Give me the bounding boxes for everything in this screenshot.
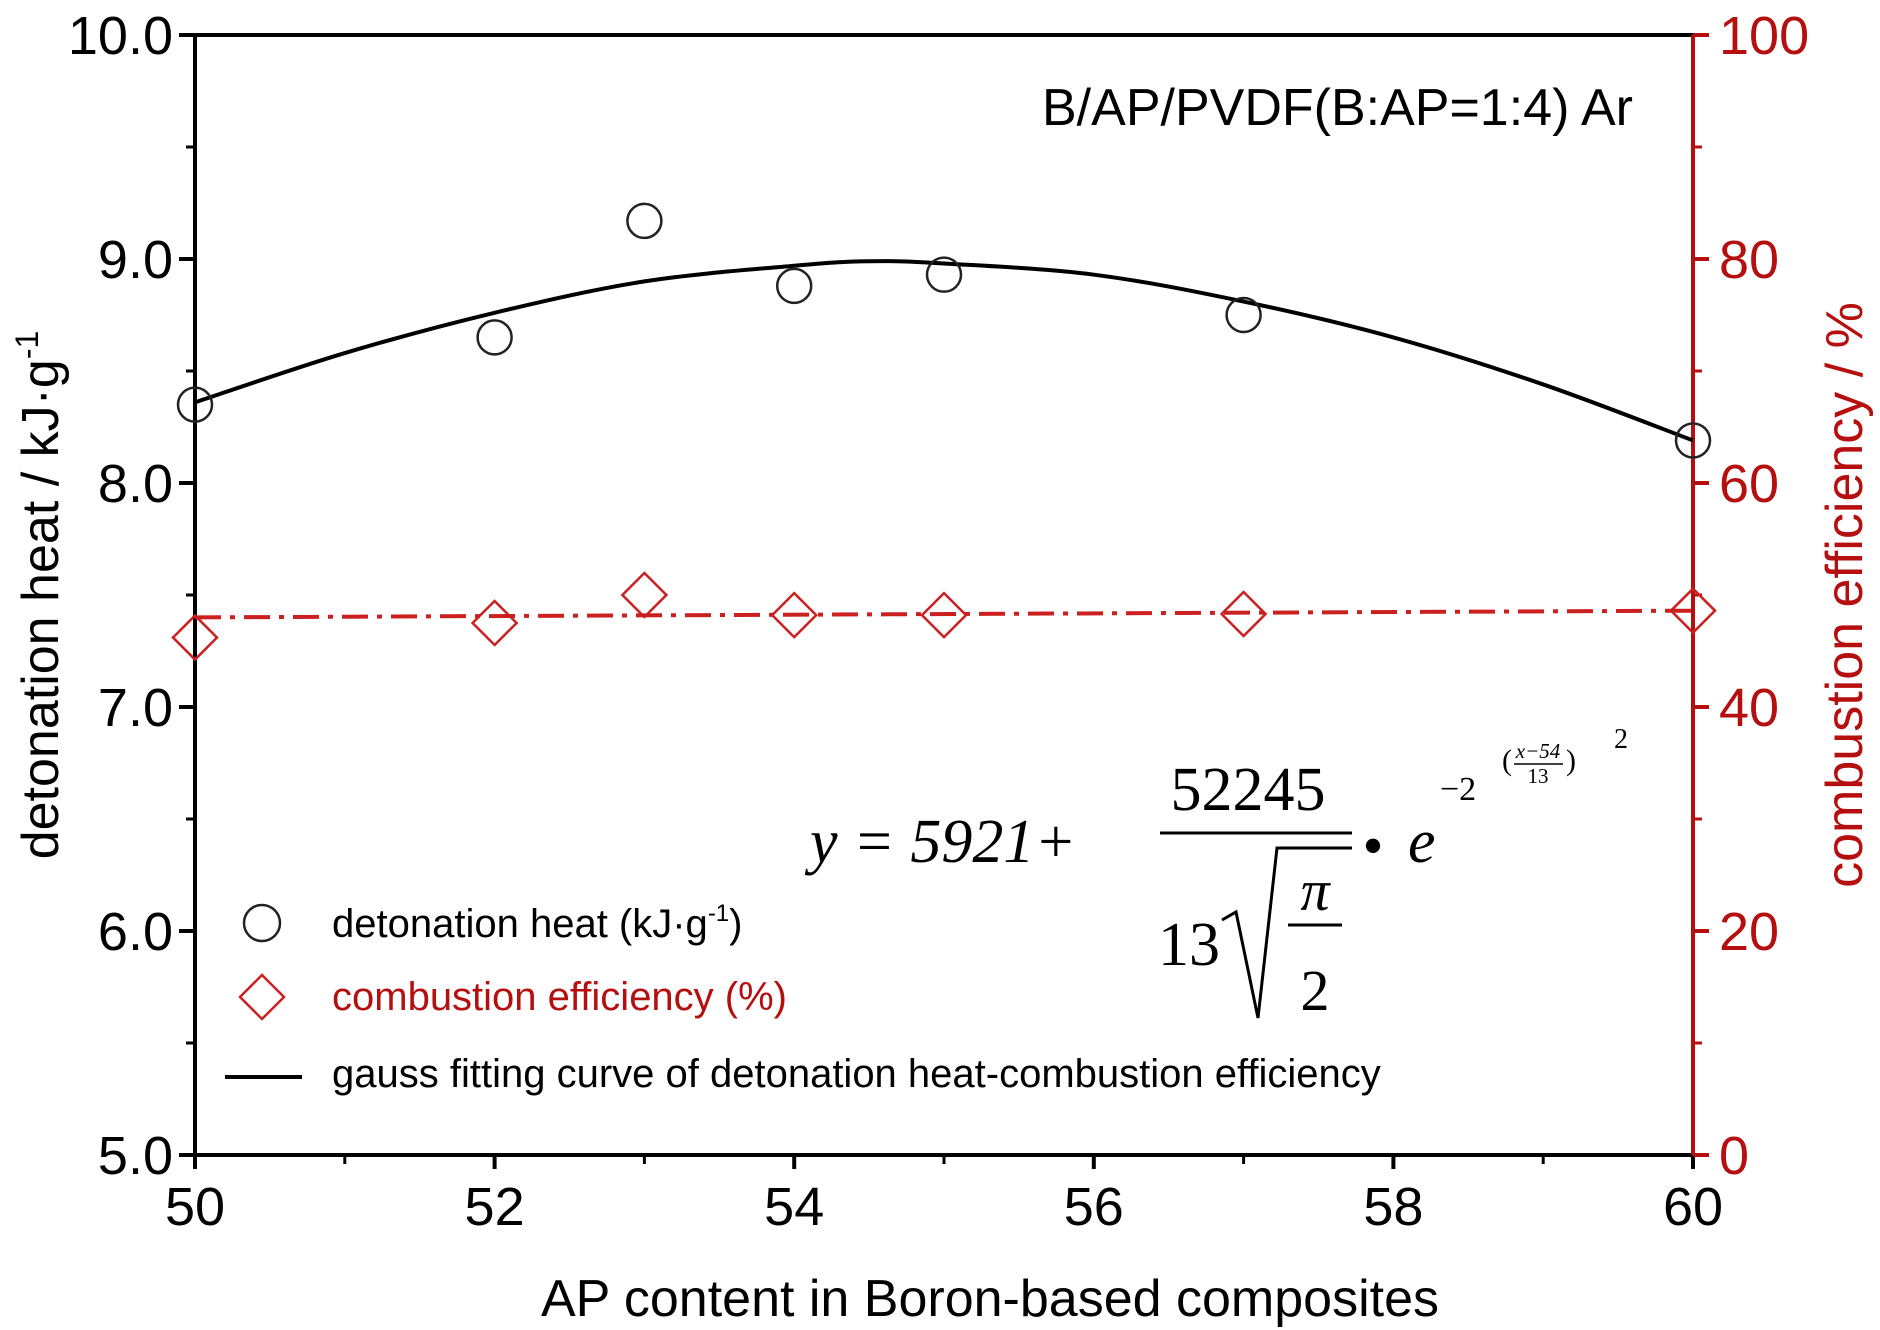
y-left-tick-label: 9.0 (98, 230, 173, 290)
tick-labels: 50 52 54 56 58 60 5.0 6.0 7.0 8.0 9.0 10.0 0 20 40 60 80… (68, 6, 1809, 1237)
data-marks (171, 202, 1717, 662)
combustion-efficiency-point (620, 571, 669, 619)
y-left-tick-label: 8.0 (98, 454, 173, 514)
y-right-tick-label: 40 (1719, 678, 1779, 738)
x-axis-title: AP content in Boron-based composites (541, 1270, 1439, 1328)
y-right-tick-label: 0 (1719, 1126, 1749, 1186)
equation-sqrt-sign (1221, 846, 1352, 1019)
equation-pi: π (1300, 858, 1331, 923)
legend-detonation-suffix: ) (729, 902, 742, 946)
y-left-tick-label: 10.0 (68, 6, 173, 66)
equation-exp-base: −2 (1440, 771, 1476, 808)
equation-exp-open: ( (1502, 744, 1512, 777)
combustion-efficiency-point (1669, 586, 1717, 635)
x-tick-label: 56 (1064, 1177, 1124, 1237)
combustion-efficiency-point (171, 613, 219, 662)
left-axis-title-main: detonation heat / kJ·g (12, 359, 70, 859)
x-tick-label: 50 (165, 1177, 225, 1237)
equation-e: e (1408, 808, 1436, 876)
y-right-tick-label: 100 (1719, 6, 1809, 66)
y-left-tick-label: 5.0 (98, 1126, 173, 1186)
detonation-heat-point (1674, 422, 1712, 459)
legend-label-detonation: detonation heat (kJ·g-1) (332, 900, 742, 946)
reference-line-layer (194, 608, 1694, 620)
gauss-fit-curve (194, 259, 1694, 443)
left-axis-title: detonation heat / kJ·g-1 (9, 331, 70, 860)
x-tick-label: 60 (1663, 1177, 1723, 1237)
legend-detonation-main: detonation heat (kJ·g (332, 902, 708, 946)
detonation-heat-point (1225, 296, 1262, 334)
detonation-heat-point (476, 319, 513, 356)
combustion-efficiency-point (470, 599, 519, 647)
x-tick-label: 58 (1363, 1177, 1423, 1237)
equation-exp-power: 2 (1614, 724, 1628, 755)
equation-exp-num: x−54 (1515, 739, 1561, 763)
y-right-tick-label: 20 (1719, 902, 1779, 962)
detonation-heat-point (925, 256, 963, 293)
legend: detonation heat (kJ·g-1) combustion effi… (225, 900, 1381, 1096)
legend-diamond-marker (238, 973, 286, 1021)
equation-two: 2 (1301, 958, 1330, 1023)
chart-annotation: B/AP/PVDF(B:AP=1:4) Ar (1042, 79, 1633, 137)
combustion-efficiency-point (920, 591, 968, 639)
legend-circle-marker (242, 903, 282, 943)
equation-lhs: y = 5921+ (804, 808, 1076, 876)
x-tick-label: 52 (465, 1177, 525, 1237)
y-right-tick-label: 60 (1719, 454, 1779, 514)
legend-detonation-sup: -1 (708, 900, 729, 927)
equation-numerator: 52245 (1171, 756, 1326, 824)
y-right-tick-label: 80 (1719, 230, 1779, 290)
combustion-efficiency-point (770, 591, 818, 639)
right-axis-title: combustion efficiency / % (1816, 302, 1874, 888)
reference-dash-dot-line (194, 608, 1694, 620)
detonation-heat-point (775, 267, 813, 305)
left-axis-title-sup: -1 (9, 331, 45, 359)
y-left-tick-label: 7.0 (98, 678, 173, 738)
combustion-efficiency-point (1219, 590, 1268, 638)
fit-curve-layer (194, 259, 1694, 443)
detonation-heat-point (176, 386, 214, 423)
legend-label-efficiency: combustion efficiency (%) (332, 975, 787, 1019)
x-tick-label: 54 (764, 1177, 824, 1237)
equation-exp-close: ) (1566, 744, 1576, 777)
equation-bullet: • (1362, 813, 1383, 879)
axis-ticks (179, 33, 1709, 1169)
equation-exp-den: 13 (1528, 764, 1549, 788)
legend-label-fit: gauss fitting curve of detonation heat-c… (332, 1052, 1381, 1096)
y-left-tick-label: 6.0 (98, 902, 173, 962)
detonation-heat-point (626, 202, 663, 240)
gauss-equation: y = 5921+ 52245 13 π 2 • e −2 ( x−54 13 … (804, 724, 1628, 1023)
equation-denominator-coef: 13 (1158, 911, 1220, 979)
